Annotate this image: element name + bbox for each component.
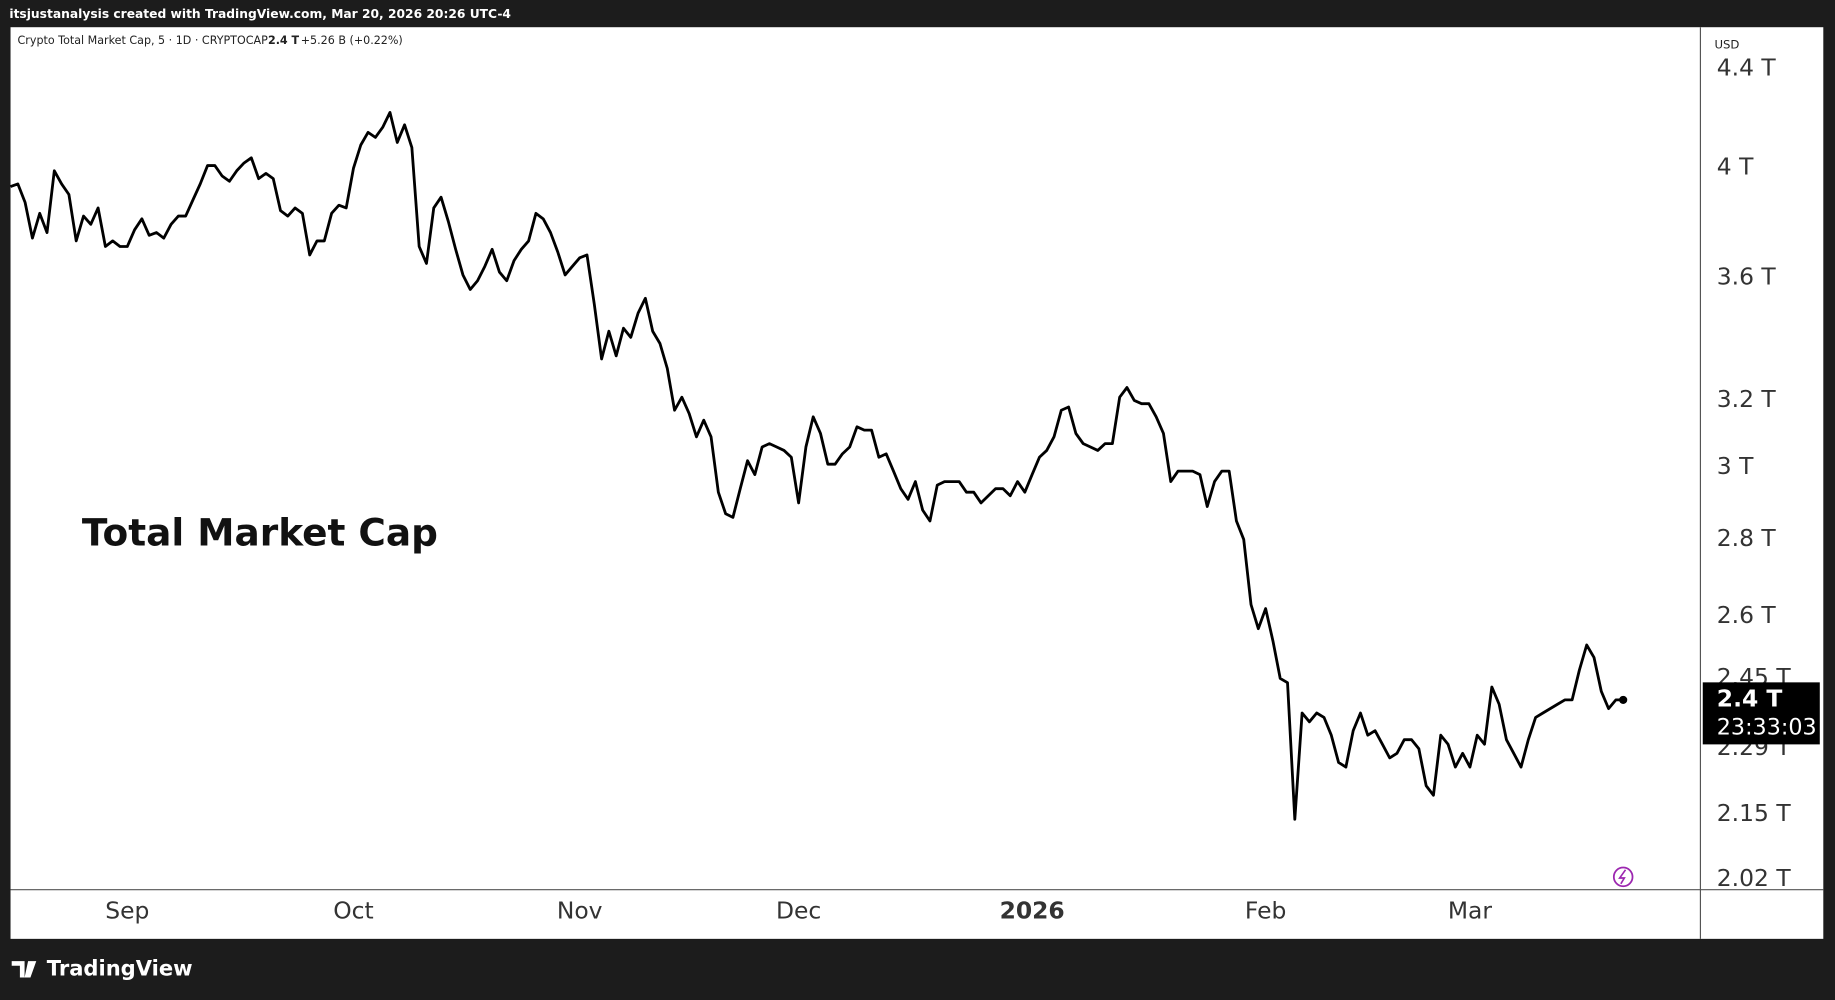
x-tick-label: Dec <box>776 896 821 924</box>
change: +5.26 B (+0.22%) <box>301 34 403 47</box>
alert-icon[interactable] <box>1612 866 1634 888</box>
axis-unit: USD <box>1714 37 1739 51</box>
y-tick-label: 2.8 T <box>1717 524 1777 552</box>
x-tick-label: Mar <box>1448 896 1493 924</box>
x-tick-label: 2026 <box>1000 896 1065 924</box>
logo-mark <box>11 961 37 978</box>
y-tick-label: 3.2 T <box>1717 385 1777 413</box>
credit: itsjustanalysis created with TradingView… <box>9 7 511 21</box>
y-tick-label: 2.15 T <box>1717 799 1792 827</box>
last-point <box>1619 695 1628 705</box>
overlay: 2.4 T23:33:03 <box>1702 682 1820 745</box>
y-tick-label: 2.02 T <box>1717 864 1792 892</box>
price-line <box>10 111 1624 821</box>
x-tick-label: Sep <box>105 896 149 924</box>
price-label: 2.4 T <box>1717 684 1783 712</box>
x-tick-label: Feb <box>1245 896 1286 924</box>
annotation: Total Market Cap <box>82 511 438 555</box>
y-tick-label: 2.6 T <box>1717 601 1777 629</box>
price-label-box <box>1702 682 1820 745</box>
brand: TradingView <box>47 955 193 980</box>
brand-logo: TradingView <box>11 955 193 980</box>
last-value: 2.4 T <box>268 34 300 47</box>
x-tick-label: Oct <box>333 896 373 924</box>
y-tick-label: 3.6 T <box>1717 262 1777 290</box>
symbol-info: Crypto Total Market Cap, 5 · 1D · CRYPTO… <box>18 34 269 47</box>
y-tick-label: 4 T <box>1717 153 1754 181</box>
x-tick-label: Nov <box>557 896 603 924</box>
y-tick-label: 3 T <box>1717 452 1754 480</box>
y-tick-label: 4.4 T <box>1717 53 1777 81</box>
countdown: 23:33:03 <box>1717 714 1817 740</box>
alert-icon-bolt <box>1618 869 1627 885</box>
